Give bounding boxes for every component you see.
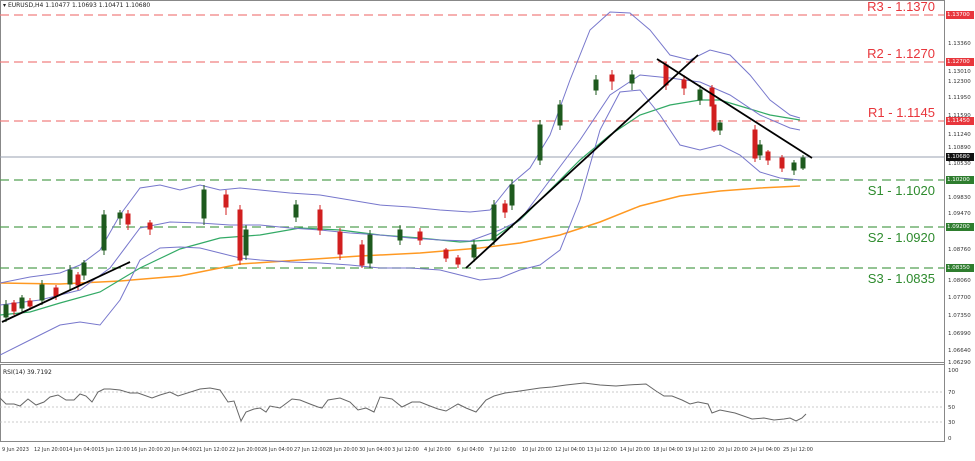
svg-text:13 Jul 12:00: 13 Jul 12:00: [587, 447, 617, 453]
time-axis: 9 Jun 2023 12 Jun 20:00 14 Jun 04:00 15 …: [2, 447, 813, 453]
svg-text:1.06640: 1.06640: [948, 348, 971, 354]
svg-text:22 Jun 20:00: 22 Jun 20:00: [229, 447, 261, 453]
svg-text:50: 50: [948, 405, 955, 411]
svg-text:19 Jul 12:00: 19 Jul 12:00: [685, 447, 715, 453]
tag-s3: 1.08350: [947, 265, 970, 271]
price-axis: 1.13360 1.13010 . 1.12300 1.11950 1.1159…: [948, 41, 971, 366]
svg-text:0: 0: [948, 436, 952, 442]
candles: [3, 62, 806, 322]
level-label-r1: R1 - 1.1145: [868, 105, 935, 120]
svg-text:1.09830: 1.09830: [948, 195, 971, 201]
svg-text:70: 70: [948, 390, 955, 396]
svg-text:30 Jun 04:00: 30 Jun 04:00: [359, 447, 391, 453]
svg-text:24 Jul 04:00: 24 Jul 04:00: [750, 447, 780, 453]
svg-text:1.08760: 1.08760: [948, 247, 971, 253]
svg-text:1.08060: 1.08060: [948, 278, 971, 284]
level-label-s3: S3 - 1.0835: [867, 271, 935, 286]
svg-text:1.11950: 1.11950: [948, 95, 971, 101]
svg-text:1.10530: 1.10530: [948, 161, 971, 167]
tag-current: 1.10680: [947, 154, 970, 160]
svg-text:27 Jun 12:00: 27 Jun 12:00: [294, 447, 326, 453]
rsi-line: [0, 382, 807, 423]
trendlines[interactable]: [1, 54, 813, 323]
tag-r1: 1.11450: [947, 118, 970, 124]
svg-text:1.06990: 1.06990: [948, 331, 971, 337]
svg-text:30: 30: [948, 420, 955, 426]
svg-text:14 Jun 04:00: 14 Jun 04:00: [66, 447, 98, 453]
svg-text:16 Jun 20:00: 16 Jun 20:00: [131, 447, 163, 453]
svg-text:1.13010: 1.13010: [948, 69, 971, 75]
bollinger-lower: [0, 89, 801, 356]
svg-text:28 Jun 20:00: 28 Jun 20:00: [326, 447, 358, 453]
support-lines: [0, 179, 944, 269]
level-label-s1: S1 - 1.1020: [867, 183, 935, 198]
svg-text:1.07350: 1.07350: [948, 313, 971, 319]
rsi-pane: [0, 364, 945, 442]
svg-text:12 Jul 04:00: 12 Jul 04:00: [555, 447, 585, 453]
tag-s2: 1.09200: [947, 224, 970, 230]
slow-ma-line: [0, 185, 801, 285]
svg-text:3 Jul 12:00: 3 Jul 12:00: [392, 447, 419, 453]
level-label-r3: R3 - 1.1370: [867, 0, 935, 14]
symbol-ohlc: EURUSD,H4 1.10477 1.10693 1.10471 1.1068…: [7, 2, 151, 9]
triangle-down-icon[interactable]: ▾: [3, 2, 7, 9]
level-label-s2: S2 - 1.0920: [867, 230, 935, 245]
svg-text:18 Jul 04:00: 18 Jul 04:00: [653, 447, 683, 453]
svg-text:21 Jun 12:00: 21 Jun 12:00: [196, 447, 228, 453]
svg-text:25 Jul 12:00: 25 Jul 12:00: [783, 447, 813, 453]
svg-text:12 Jun 20:00: 12 Jun 20:00: [34, 447, 66, 453]
svg-text:1.11590: 1.11590: [948, 113, 971, 119]
rsi-label: RSI(14) 39.7192: [3, 369, 52, 376]
svg-text:7 Jul 12:00: 7 Jul 12:00: [489, 447, 516, 453]
svg-text:20 Jun 04:00: 20 Jun 04:00: [164, 447, 196, 453]
svg-text:10 Jul 20:00: 10 Jul 20:00: [522, 447, 552, 453]
rsi-axis: 100 70 50 30 0: [948, 368, 959, 442]
svg-text:1.12300: 1.12300: [948, 79, 971, 85]
symbol-header: ▾ EURUSD,H4 1.10477 1.10693 1.10471 1.10…: [3, 2, 150, 9]
svg-text:1.06290: 1.06290: [948, 360, 971, 366]
svg-text:1.11240: 1.11240: [948, 132, 971, 138]
svg-text:6 Jul 04:00: 6 Jul 04:00: [457, 447, 484, 453]
level-label-r2: R2 - 1.1270: [867, 46, 935, 61]
tag-s1: 1.10200: [947, 177, 970, 183]
tag-r2: 1.12700: [947, 59, 970, 65]
main-pane: [0, 0, 945, 363]
svg-text:26 Jun 04:00: 26 Jun 04:00: [261, 447, 293, 453]
bollinger-upper: [0, 11, 801, 284]
tag-r3: 1.13700: [947, 12, 970, 18]
svg-text:1.13360: 1.13360: [948, 41, 971, 47]
level-price-tags: [946, 11, 974, 272]
svg-text:1.07700: 1.07700: [948, 295, 971, 301]
resistance-lines: [0, 14, 944, 122]
svg-text:9 Jun 2023: 9 Jun 2023: [2, 447, 29, 453]
svg-text:1.10890: 1.10890: [948, 145, 971, 151]
svg-text:14 Jul 20:00: 14 Jul 20:00: [620, 447, 650, 453]
svg-text:20 Jul 20:00: 20 Jul 20:00: [718, 447, 748, 453]
svg-text:15 Jun 12:00: 15 Jun 12:00: [98, 447, 130, 453]
svg-text:1.09470: 1.09470: [948, 211, 971, 217]
svg-text:100: 100: [948, 368, 959, 374]
rsi-levels: [0, 391, 944, 423]
svg-text:4 Jul 20:00: 4 Jul 20:00: [424, 447, 451, 453]
